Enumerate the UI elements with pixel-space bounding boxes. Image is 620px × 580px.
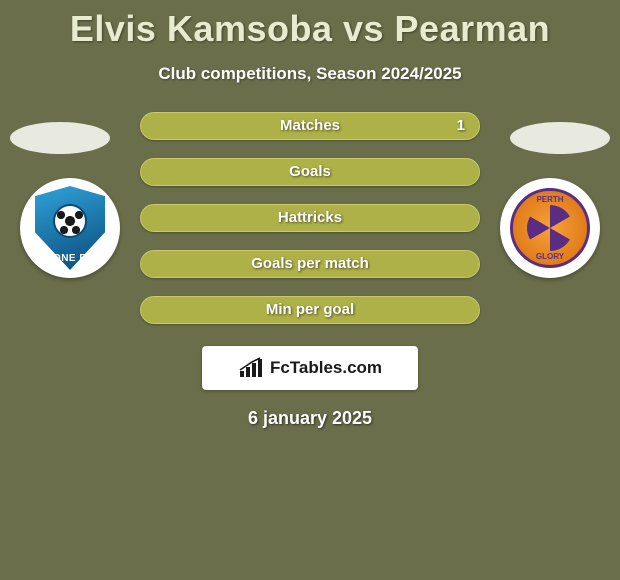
soccer-ball-icon (53, 204, 87, 238)
club-badge-left: YDNE FC (20, 178, 120, 278)
club-crest-right: PERTH GLORY (510, 188, 590, 268)
player-left-placeholder (10, 122, 110, 154)
bar-chart-icon (238, 357, 264, 379)
swirl-icon (527, 205, 573, 251)
stat-bar-goals: Goals (140, 158, 480, 186)
stat-label: Min per goal (141, 297, 479, 323)
stat-bar-matches: Matches 1 (140, 112, 480, 140)
stat-label: Goals per match (141, 251, 479, 277)
stat-label: Matches (141, 113, 479, 139)
club-right-ring-top: PERTH (513, 195, 587, 204)
brand-box: FcTables.com (202, 346, 418, 390)
footer-date: 6 january 2025 (0, 408, 620, 429)
page-subtitle: Club competitions, Season 2024/2025 (0, 64, 620, 84)
brand-text: FcTables.com (270, 358, 382, 378)
stat-label: Hattricks (141, 205, 479, 231)
page-title: Elvis Kamsoba vs Pearman (0, 0, 620, 50)
stat-value-right: 1 (457, 113, 465, 139)
club-left-name: YDNE FC (35, 253, 105, 264)
club-crest-left: YDNE FC (35, 186, 105, 270)
stats-bars: Matches 1 Goals Hattricks Goals per matc… (140, 112, 480, 324)
club-badge-right: PERTH GLORY (500, 178, 600, 278)
stat-bar-hattricks: Hattricks (140, 204, 480, 232)
club-right-ring-bottom: GLORY (513, 252, 587, 261)
player-right-placeholder (510, 122, 610, 154)
stat-bar-goals-per-match: Goals per match (140, 250, 480, 278)
stat-bar-min-per-goal: Min per goal (140, 296, 480, 324)
stat-label: Goals (141, 159, 479, 185)
